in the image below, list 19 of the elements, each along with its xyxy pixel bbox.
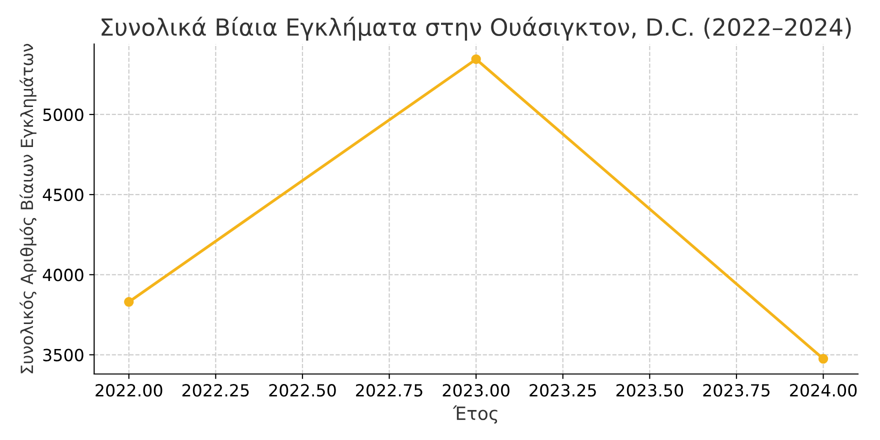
x-tick-label: 2022.00 bbox=[96, 384, 162, 397]
y-tick-label: 4000 bbox=[42, 268, 84, 282]
x-tick-label: 2022.75 bbox=[356, 384, 422, 397]
x-tick-label: 2023.00 bbox=[442, 384, 510, 397]
y-axis-title: Συνολικός Αριθμός Βίαιων Εγκλημάτων bbox=[20, 44, 36, 374]
y-tick-label: 4500 bbox=[42, 188, 84, 202]
x-tick-label: 2022.25 bbox=[182, 384, 249, 397]
chart-title: Συνολικά Βίαια Εγκλήματα στην Ουάσιγκτον, D.C. (2022–2024) bbox=[102, 16, 851, 41]
x-tick-label: 2022.50 bbox=[269, 384, 336, 397]
point bbox=[818, 354, 828, 364]
y-tick-label: 5000 bbox=[43, 108, 84, 122]
x-tick-label: 2023.25 bbox=[530, 384, 596, 397]
x-axis-title: Έτος bbox=[452, 405, 498, 424]
x-tick-label: 2024.00 bbox=[790, 384, 857, 397]
x-tick-label: 2023.75 bbox=[703, 384, 770, 397]
point bbox=[124, 297, 134, 307]
y-tick-label: 3500 bbox=[43, 348, 84, 362]
x-tick-label: 2023.50 bbox=[616, 384, 684, 397]
point bbox=[471, 54, 481, 64]
